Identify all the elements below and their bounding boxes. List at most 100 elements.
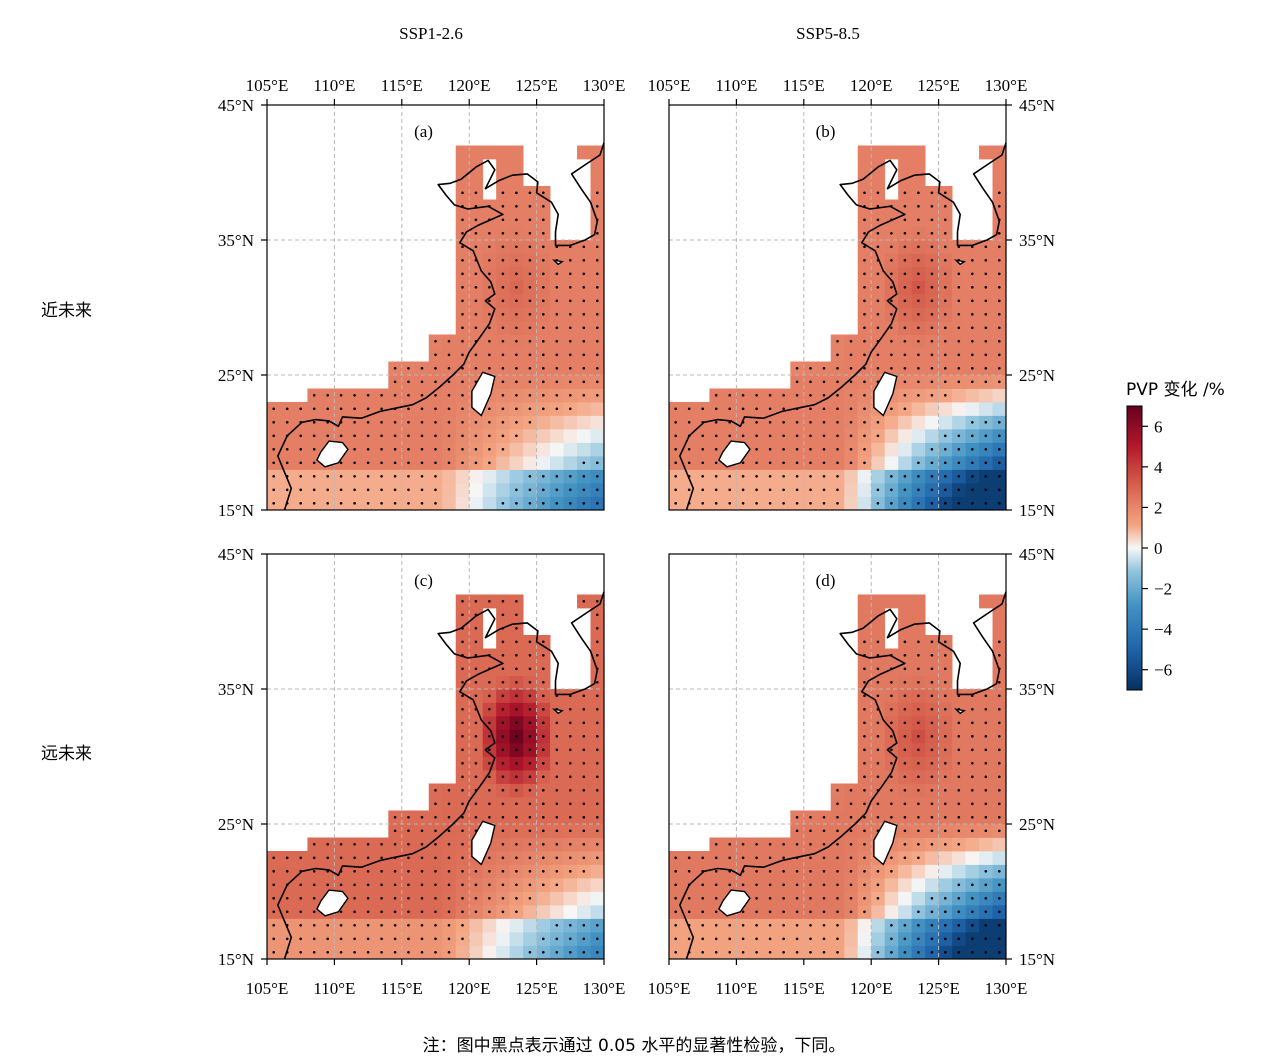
significance-dot — [957, 951, 961, 954]
significance-dot — [528, 843, 532, 846]
significance-dot — [755, 488, 758, 492]
grid-cell — [455, 945, 470, 960]
significance-dot — [555, 502, 559, 505]
significance-dot — [515, 421, 518, 424]
significance-dot — [528, 259, 532, 262]
significance-dot — [971, 326, 974, 330]
grid-cell — [455, 496, 470, 511]
significance-dot — [930, 910, 934, 914]
grid-cell — [992, 621, 1007, 636]
significance-dot — [582, 313, 586, 316]
significance-dot — [957, 721, 961, 725]
significance-dot — [944, 475, 947, 478]
significance-dot — [917, 502, 920, 505]
significance-dot — [917, 259, 920, 262]
significance-dot — [474, 448, 478, 451]
significance-dot — [393, 897, 397, 900]
significance-dot — [285, 937, 289, 941]
grid-cell — [911, 429, 926, 443]
lat-tick-label: 15°N — [1019, 501, 1055, 520]
significance-dot — [701, 488, 704, 492]
significance-dot — [380, 434, 383, 438]
significance-dot — [569, 829, 572, 833]
significance-dot — [461, 735, 464, 738]
significance-dot — [957, 910, 961, 914]
significance-dot — [917, 191, 920, 195]
significance-dot — [339, 856, 343, 860]
significance-dot — [971, 475, 974, 478]
significance-dot — [930, 488, 934, 492]
significance-dot — [488, 775, 491, 779]
significance-dot — [714, 856, 718, 860]
significance-dot — [822, 924, 826, 927]
significance-dot — [957, 748, 961, 752]
grid-cell — [857, 496, 872, 511]
significance-dot — [944, 191, 947, 195]
significance-dot — [741, 475, 745, 478]
significance-dot — [353, 488, 356, 492]
significance-dot — [930, 245, 934, 249]
significance-dot — [998, 897, 1001, 900]
grid-cell — [550, 442, 564, 457]
significance-dot — [836, 488, 839, 492]
significance-dot — [890, 245, 893, 249]
significance-dot — [809, 910, 812, 914]
grid-cell — [884, 891, 899, 906]
significance-dot — [809, 448, 812, 451]
significance-dot — [863, 259, 866, 262]
significance-dot — [326, 951, 330, 954]
significance-dot — [420, 434, 424, 438]
grid-cell — [482, 918, 497, 933]
significance-dot — [434, 353, 437, 357]
significance-dot — [957, 461, 961, 465]
significance-dot — [582, 802, 586, 806]
significance-dot — [687, 448, 691, 451]
grid-cell — [871, 442, 886, 457]
significance-dot — [903, 502, 907, 505]
significance-dot — [863, 816, 866, 819]
colorbar-title: PVP 变化 /% — [1126, 380, 1225, 400]
significance-dot — [728, 843, 731, 846]
significance-dot — [971, 829, 974, 833]
grid-cell — [925, 415, 939, 430]
significance-dot — [299, 448, 303, 451]
significance-dot — [741, 434, 745, 438]
grid-cell — [844, 496, 859, 511]
significance-dot — [863, 897, 866, 900]
significance-dot — [339, 924, 343, 927]
significance-dot — [890, 326, 893, 330]
significance-dot — [701, 448, 704, 451]
significance-dot — [366, 421, 370, 424]
significance-dot — [957, 434, 961, 438]
grid-cell — [590, 159, 605, 173]
lon-tick-label: 110°E — [715, 76, 757, 95]
significance-dot — [836, 502, 839, 505]
significance-dot — [755, 937, 758, 941]
significance-dot — [971, 708, 974, 711]
significance-dot — [501, 286, 505, 289]
significance-dot — [674, 475, 677, 478]
significance-dot — [809, 937, 812, 941]
significance-dot — [420, 897, 424, 900]
significance-dot — [957, 897, 961, 900]
significance-dot — [501, 613, 505, 617]
significance-dot — [339, 937, 343, 941]
significance-dot — [714, 897, 718, 900]
grid-cell — [992, 159, 1007, 173]
significance-dot — [312, 843, 316, 846]
grid-cell — [965, 837, 980, 852]
significance-dot — [930, 951, 934, 954]
significance-dot — [998, 708, 1001, 711]
significance-dot — [474, 353, 478, 357]
significance-dot — [393, 843, 397, 846]
significance-dot — [407, 407, 410, 411]
grid-cell — [992, 837, 1007, 852]
significance-dot — [420, 924, 424, 927]
significance-dot — [366, 937, 370, 941]
significance-dot — [407, 924, 410, 927]
significance-dot — [582, 937, 586, 941]
significance-dot — [488, 434, 491, 438]
significance-dot — [434, 802, 437, 806]
significance-dot — [366, 448, 370, 451]
